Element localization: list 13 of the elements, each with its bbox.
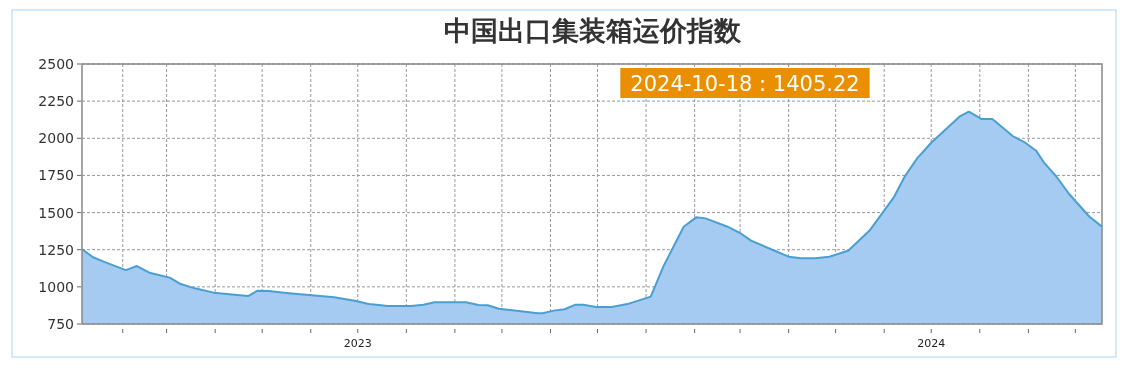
- y-tick-label: 750: [47, 316, 74, 332]
- x-tick-label: 2024: [917, 337, 946, 350]
- chart-title: 中国出口集装箱运价指数: [443, 15, 742, 46]
- annotation: 2024-10-18 : 1405.22: [620, 68, 870, 98]
- y-tick-label: 2000: [38, 130, 74, 147]
- annotation: 2024-10-18 : 1405.22: [630, 72, 860, 96]
- y-tick-label: 2500: [38, 56, 74, 72]
- y-tick-label: 2250: [38, 93, 74, 110]
- y-tick-label: 1750: [38, 167, 74, 184]
- y-tick-label: 1500: [38, 204, 74, 221]
- x-tick-label: 2023: [343, 337, 372, 350]
- y-tick-label: 1250: [38, 241, 74, 258]
- y-tick-label: 1000: [38, 278, 74, 295]
